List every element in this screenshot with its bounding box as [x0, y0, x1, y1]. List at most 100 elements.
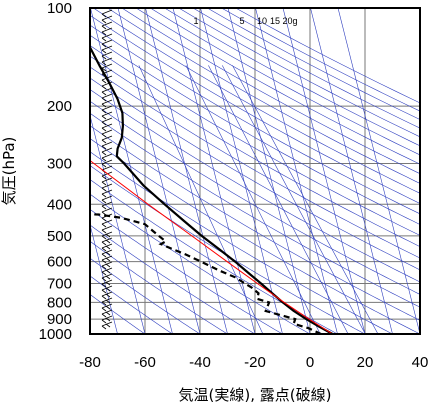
wind-barb — [101, 309, 113, 318]
y-tick-label-1000: 1000 — [39, 326, 72, 343]
x-tick-label--60: -60 — [134, 354, 156, 371]
x-tick-label-40: 40 — [412, 354, 429, 371]
wind-barb — [101, 147, 113, 156]
wind-barb — [101, 273, 113, 282]
dry-adiabat-line — [90, 151, 393, 334]
y-tick-label-700: 700 — [47, 276, 72, 293]
y-tick-label-300: 300 — [47, 156, 72, 173]
x-tick-label--80: -80 — [79, 354, 101, 371]
wind-barb — [101, 177, 113, 186]
y-tick-label-400: 400 — [47, 196, 72, 213]
dry-adiabat-line — [90, 294, 146, 334]
mixing-ratio-label: 1 — [193, 16, 198, 26]
wind-barb — [101, 105, 113, 114]
mixing-ratio-line — [138, 65, 264, 334]
wind-barbs — [101, 9, 113, 330]
wind-barb — [101, 291, 113, 300]
wind-barb — [101, 237, 113, 246]
wind-barb — [101, 39, 113, 48]
mixing-ratio-line — [232, 65, 379, 334]
x-tick-label--40: -40 — [189, 354, 211, 371]
wind-barb — [101, 261, 113, 270]
wind-barb — [101, 51, 113, 60]
wind-barb — [101, 33, 113, 42]
wind-barb — [101, 285, 113, 294]
dry-adiabat-line — [90, 257, 201, 334]
isotherm-line — [282, 8, 366, 334]
wind-barb — [101, 117, 113, 126]
isotherm-line — [255, 8, 338, 334]
wind-barb — [101, 279, 113, 288]
dry-adiabat-line — [90, 55, 420, 247]
plot-frame — [89, 7, 421, 335]
wind-barb — [101, 303, 113, 312]
wind-barb — [101, 141, 113, 150]
dry-adiabat-line — [150, 8, 420, 156]
wind-barb — [101, 111, 113, 120]
wind-barb — [101, 171, 113, 180]
wind-barb — [101, 93, 113, 102]
y-tick-label-900: 900 — [47, 311, 72, 328]
y-tick-label-500: 500 — [47, 228, 72, 245]
isotherm-line — [310, 8, 393, 334]
dry-adiabat-line — [121, 8, 420, 175]
wind-barb — [101, 159, 113, 168]
mixing-ratio-label: 20g — [282, 16, 297, 26]
dry-adiabat-line — [107, 8, 420, 184]
wind-barb — [101, 99, 113, 108]
wind-barb — [101, 135, 113, 144]
wind-barb — [101, 87, 113, 96]
mixing-ratio-label: 15 — [270, 16, 280, 26]
series-parcel-line — [90, 159, 333, 334]
dry-adiabat-line — [90, 24, 420, 215]
mixing-ratio-label: 5 — [239, 16, 244, 26]
dry-adiabat-line — [90, 77, 420, 271]
mixing-ratio-line — [185, 65, 321, 334]
wind-barb — [101, 129, 113, 138]
isotherm-line — [145, 8, 228, 334]
dry-adiabat-line — [135, 8, 420, 165]
wind-barb — [101, 231, 113, 240]
mixing-ratio-labels: 1 5 10 15 20g — [193, 16, 297, 26]
mixing-ratio-label: 10 — [257, 16, 267, 26]
y-tick-label-600: 600 — [47, 254, 72, 271]
wind-barb — [101, 243, 113, 252]
wind-barb — [101, 123, 113, 132]
wind-barb — [101, 249, 113, 258]
isotherm-line — [200, 8, 283, 334]
wind-barb — [101, 9, 113, 18]
dry-adiabat-line — [90, 100, 420, 295]
series-dashed-line — [90, 213, 322, 334]
x-axis-title: 気温(実線), 露点(破線) — [179, 386, 332, 404]
wind-barb — [101, 195, 113, 204]
wind-barb — [101, 255, 113, 264]
wind-barb — [101, 189, 113, 198]
dry-adiabat-line — [164, 8, 420, 147]
wind-barb — [101, 321, 113, 330]
wind-barb — [101, 201, 113, 210]
wind-barb — [101, 267, 113, 276]
x-tick-label--20: -20 — [244, 354, 266, 371]
wind-barb — [101, 219, 113, 228]
isotherm-line — [172, 8, 256, 334]
mixing-ratio-line — [208, 65, 349, 334]
y-axis-title: 気圧(hPa) — [0, 137, 18, 206]
dry-adiabat-line — [90, 66, 420, 259]
wind-barb — [101, 45, 113, 54]
dry-adiabat-line — [90, 138, 420, 334]
wind-barb — [101, 27, 113, 36]
dry-adiabat-line — [90, 89, 420, 283]
series-layer — [90, 8, 334, 334]
dry-adiabat-line — [90, 45, 420, 236]
wind-barb — [101, 63, 113, 72]
isotherm-line — [337, 8, 420, 334]
dry-adiabat-line — [90, 240, 228, 334]
mixing-ratio-line — [222, 65, 366, 334]
isotherm-line — [117, 8, 201, 334]
x-tick-labels: -80 -60 -40 -20 0 20 40 — [79, 354, 428, 371]
wind-barb — [101, 297, 113, 306]
dry-adiabat-line — [90, 224, 256, 334]
wind-barb — [101, 183, 113, 192]
dry-adiabat-line — [93, 8, 420, 194]
